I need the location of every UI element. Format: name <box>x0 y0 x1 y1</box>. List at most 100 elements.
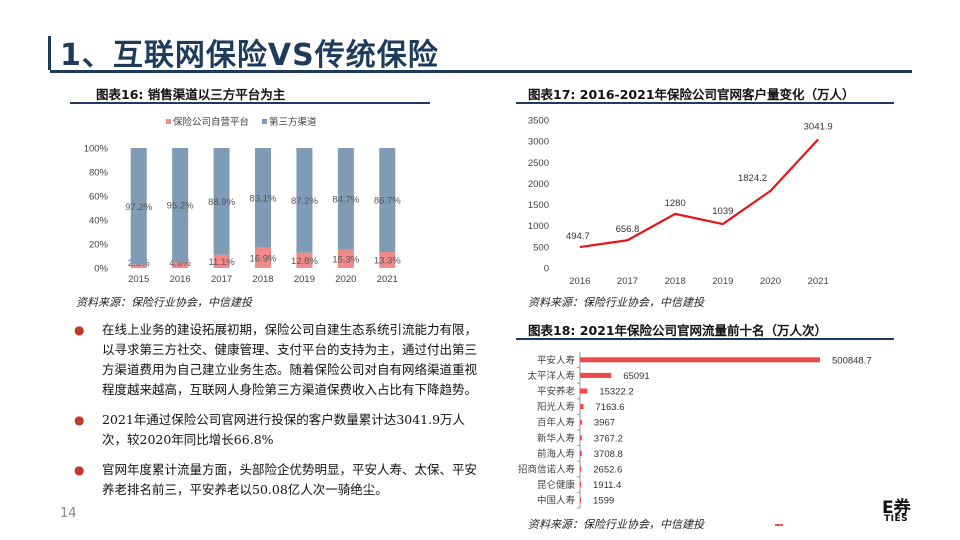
bullet-list: ● 在线上业务的建设拓展初期，保险公司自建生态系统引流能力有限，以寻求第三方社交… <box>72 320 482 510</box>
data-label: 1039 <box>712 206 733 217</box>
bar-segment <box>296 252 313 268</box>
fig18-title: 图表18: 2021年保险公司官网流量前十名（万人次） <box>528 323 828 338</box>
fig18-horizontal-bar-chart: 平安人寿 500848.7 太平洋人寿 65091 平安养老 15322.2 阳光人寿 716… <box>518 352 872 509</box>
bar-segment <box>337 148 354 250</box>
x-tick-label: 2020 <box>335 274 356 285</box>
fig18-rule <box>516 338 894 340</box>
bullet-dot-icon: ● <box>74 413 85 427</box>
bar-segment <box>296 148 313 253</box>
y-tick-label: 0% <box>94 264 108 275</box>
x-tick-label: 2017 <box>617 276 638 287</box>
bullet-text: 在线上业务的建设拓展初期，保险公司自建生态系统引流能力有限，以寻求第三方社交、健… <box>102 322 478 397</box>
data-label: 1824.2 <box>738 173 767 184</box>
bar <box>580 388 588 394</box>
x-tick-label: 2020 <box>760 276 781 287</box>
y-tick-label: 1500 <box>528 200 549 211</box>
bullet-item: ● 2021年通过保险公司官网进行投保的客户数量累计达3041.9万人次，较20… <box>72 410 482 450</box>
series-line <box>579 138 819 249</box>
bar <box>580 497 581 503</box>
data-label: 86.7% <box>374 196 401 207</box>
data-label: 3767.2 <box>594 433 623 444</box>
bar-segment <box>130 264 147 268</box>
fig17-rule <box>516 102 894 104</box>
bullet-dot-icon: ● <box>74 323 85 337</box>
data-label: 87.2% <box>291 196 318 207</box>
bar-segment <box>379 252 396 268</box>
category-label: 百年人寿 <box>537 417 575 429</box>
brand-logo-subtext: TIES <box>884 514 909 524</box>
category-label: 中国人寿 <box>537 495 575 507</box>
y-tick-label: 0 <box>544 264 549 275</box>
bar <box>580 435 582 441</box>
data-label: 65091 <box>623 371 649 382</box>
category-label: 招商信诺人寿 <box>518 464 575 476</box>
category-label: 平安养老 <box>537 386 576 398</box>
y-tick-label: 100% <box>84 144 109 155</box>
category-label: 太平洋人寿 <box>527 370 575 382</box>
data-label: 7163.6 <box>595 402 624 413</box>
x-tick-label: 2019 <box>712 276 733 287</box>
fig18-source: 资料来源：保险行业协会，中信建投 <box>528 518 704 531</box>
bar <box>580 404 584 410</box>
bar-segment <box>213 254 230 268</box>
bar-segment <box>255 247 271 268</box>
legend-swatch <box>262 119 267 124</box>
data-label: 15322.2 <box>599 387 633 398</box>
y-tick-label: 500 <box>533 242 549 253</box>
data-label: 83.1% <box>250 193 277 204</box>
data-label: 2652.6 <box>593 465 622 476</box>
data-label: 12.8% <box>291 256 318 267</box>
bullet-item: ● 在线上业务的建设拓展初期，保险公司自建生态系统引流能力有限，以寻求第三方社交… <box>72 320 482 400</box>
bar-segment <box>255 148 271 248</box>
legend-label: 第三方渠道 <box>269 116 317 128</box>
x-tick-label: 2017 <box>211 274 232 285</box>
slide-title: 1、互联网保险VS传统保险 <box>60 38 439 73</box>
data-label: 95.2% <box>167 201 194 212</box>
data-label: 15.3% <box>332 254 359 265</box>
x-tick-label: 2019 <box>294 274 315 285</box>
bar-segment <box>172 148 189 263</box>
data-label: 4.8% <box>169 258 191 269</box>
category-label: 新华人寿 <box>537 432 575 444</box>
data-label: 3967 <box>594 418 615 429</box>
data-label: 13.3% <box>374 256 401 267</box>
data-label: 88.9% <box>208 197 235 208</box>
y-tick-label: 40% <box>89 216 109 227</box>
fig17-line-chart: 0 500 1000 1500 2000 2500 3000 3500 494.7 2016 656… <box>528 116 833 288</box>
data-label: 16.9% <box>250 253 277 264</box>
x-tick-label: 2015 <box>128 274 149 285</box>
bullet-text: 官网年度累计流量方面，头部险企优势明显，平安人寿、太保、平安养老排名前三，平安养… <box>102 462 478 497</box>
y-tick-label: 3500 <box>528 116 549 127</box>
category-label: 昆仑健康 <box>537 479 576 491</box>
category-label: 阳光人寿 <box>537 401 575 413</box>
data-label: 1599 <box>593 496 614 507</box>
title-divider <box>50 70 912 73</box>
bar-segment <box>337 249 354 268</box>
bar <box>580 450 582 456</box>
x-tick-label: 2021 <box>377 274 398 285</box>
bar <box>580 482 581 488</box>
x-tick-label: 2016 <box>569 276 590 287</box>
y-tick-label: 20% <box>89 240 109 251</box>
legend-label: 保险公司自营平台 <box>173 116 249 128</box>
bar <box>580 466 582 472</box>
fig16-source: 资料来源：保险行业协会，中信建投 <box>76 296 252 309</box>
x-tick-label: 2021 <box>808 276 829 287</box>
fig17-title: 图表17: 2016-2021年保险公司官网客户量变化（万人） <box>528 87 855 102</box>
page-number: 14 <box>60 506 77 521</box>
bullet-text: 2021年通过保险公司官网进行投保的客户数量累计达3041.9万人次，较2020… <box>102 412 466 447</box>
x-tick-label: 2018 <box>665 276 686 287</box>
data-label: 656.8 <box>616 224 640 235</box>
data-label: 1280 <box>665 198 686 209</box>
y-tick-label: 80% <box>89 168 109 179</box>
category-label: 平安人寿 <box>537 354 575 366</box>
x-tick-label: 2018 <box>252 274 273 285</box>
category-label: 前海人寿 <box>537 448 575 460</box>
bar <box>580 419 582 425</box>
data-label: 500848.7 <box>832 355 872 366</box>
y-tick-label: 2000 <box>528 179 549 190</box>
data-label: 494.7 <box>566 231 590 242</box>
bar-segment <box>172 262 189 268</box>
legend-swatch <box>166 119 171 124</box>
fig16-stacked-bar-chart: 保险公司自营平台第三方渠道0%20%40%60%80%100%2.8%97.2%… <box>84 116 402 285</box>
